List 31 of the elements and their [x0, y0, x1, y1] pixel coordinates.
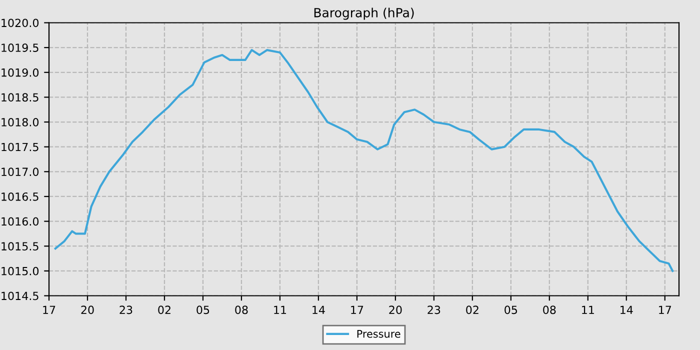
y-tick-label: 1015.5 [2, 242, 38, 250]
x-tick-label: 14 [312, 306, 325, 314]
x-tick-label: 23 [428, 306, 440, 314]
x-tick-label: 11 [274, 306, 286, 314]
x-tick-label: 08 [543, 306, 556, 314]
y-tick-label: 1017.0 [2, 168, 39, 176]
y-tick-label: 1016.0 [2, 217, 39, 226]
x-tick-label: 11 [582, 306, 594, 314]
y-tick-label: 1014.5 [2, 292, 38, 300]
x-tick-label: 05 [504, 306, 518, 314]
y-tick-label: 1019.5 [2, 44, 38, 52]
x-tick-label: 23 [120, 306, 132, 314]
x-tick-label: 20 [389, 306, 402, 314]
x-tick-label: 17 [43, 306, 56, 314]
y-tick-label: 1020.0 [2, 18, 39, 28]
y-tick-label: 1018.0 [2, 118, 39, 126]
x-tick-label: 14 [620, 306, 633, 314]
x-tick-label: 20 [81, 306, 94, 314]
x-tick-label: 08 [235, 306, 248, 314]
x-tick-label: 17 [351, 306, 364, 314]
y-tick-label: 1017.5 [2, 142, 38, 152]
y-tick-label: 1016.5 [2, 192, 38, 201]
x-tick-label: 05 [196, 306, 210, 314]
y-tick-label: 1019.0 [2, 68, 39, 77]
chart-title: Barograph (hPa) [314, 8, 414, 20]
legend-label: Pressure [357, 330, 400, 338]
y-tick-label: 1015.0 [2, 266, 39, 276]
x-tick-label: 02 [466, 306, 478, 314]
x-tick-label: 02 [158, 306, 170, 314]
x-tick-label: 17 [659, 306, 672, 314]
y-tick-label: 1018.5 [2, 93, 38, 102]
